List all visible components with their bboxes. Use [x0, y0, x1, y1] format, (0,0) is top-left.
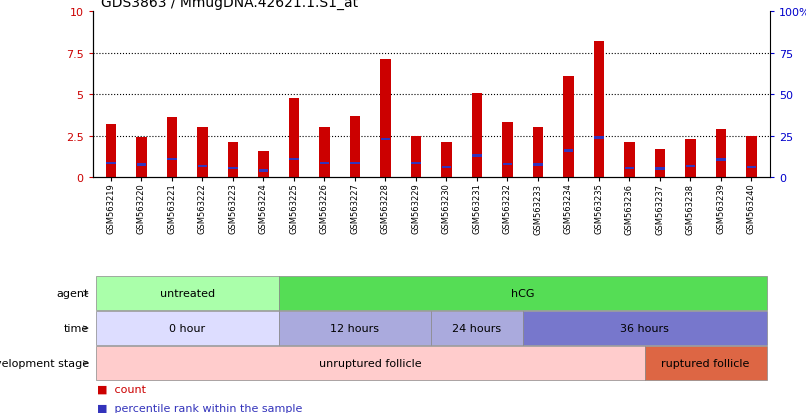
Text: development stage: development stage	[0, 358, 89, 368]
Bar	[197, 166, 207, 168]
Bar	[502, 123, 513, 178]
Bar	[380, 138, 390, 141]
Text: GDS3863 / MmugDNA.42621.1.S1_at: GDS3863 / MmugDNA.42621.1.S1_at	[101, 0, 358, 10]
Bar	[319, 128, 330, 178]
Bar	[625, 167, 634, 170]
Bar	[441, 143, 452, 178]
Bar	[137, 164, 147, 166]
Text: 0 hour: 0 hour	[169, 323, 206, 333]
Bar	[624, 143, 635, 178]
Bar	[563, 150, 573, 152]
Bar	[167, 158, 177, 161]
Bar	[686, 166, 696, 168]
Bar	[228, 167, 238, 170]
Bar	[227, 143, 239, 178]
Text: 36 hours: 36 hours	[621, 323, 669, 333]
Bar	[563, 77, 574, 178]
Bar	[380, 60, 391, 178]
Bar	[594, 137, 604, 139]
Bar	[685, 140, 696, 178]
Text: time: time	[64, 323, 89, 333]
Bar	[533, 164, 542, 166]
Bar	[472, 93, 482, 178]
Text: ruptured follicle: ruptured follicle	[662, 358, 750, 368]
Bar	[106, 125, 116, 178]
Bar	[533, 128, 543, 178]
Bar	[716, 159, 725, 161]
Bar	[289, 98, 299, 178]
Bar	[320, 162, 330, 165]
Text: untreated: untreated	[160, 289, 214, 299]
Bar	[654, 150, 665, 178]
Bar	[716, 130, 726, 178]
Bar	[106, 162, 116, 165]
Bar	[259, 170, 268, 172]
Bar	[593, 42, 604, 178]
Text: 12 hours: 12 hours	[330, 323, 380, 333]
Text: hCG: hCG	[511, 289, 534, 299]
Text: unruptured follicle: unruptured follicle	[319, 358, 422, 368]
Bar	[746, 136, 757, 178]
Bar	[289, 158, 299, 161]
Bar	[472, 155, 482, 157]
Bar	[503, 163, 513, 166]
Bar	[410, 136, 422, 178]
Text: agent: agent	[56, 289, 89, 299]
Bar	[136, 138, 147, 178]
Bar	[746, 166, 756, 169]
Bar	[350, 116, 360, 178]
Bar	[350, 162, 359, 165]
Bar	[258, 151, 269, 178]
Text: 24 hours: 24 hours	[452, 323, 501, 333]
Bar	[655, 168, 665, 171]
Bar	[197, 128, 208, 178]
Bar	[411, 162, 421, 165]
Text: ■  percentile rank within the sample: ■ percentile rank within the sample	[97, 403, 302, 413]
Bar	[442, 166, 451, 169]
Bar	[167, 118, 177, 178]
Text: ■  count: ■ count	[97, 384, 146, 394]
